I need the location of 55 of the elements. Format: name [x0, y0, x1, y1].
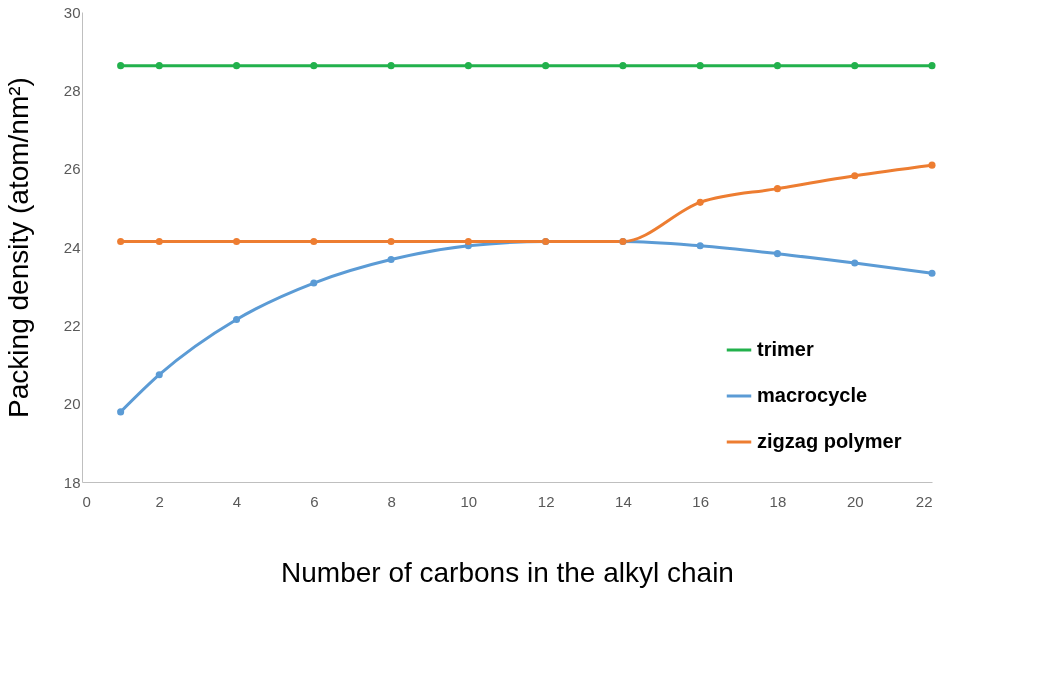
- point: [310, 62, 318, 70]
- point: [387, 237, 395, 246]
- point: [696, 198, 704, 206]
- point: [155, 237, 163, 246]
- point: [696, 242, 704, 250]
- y-tick-label: 22: [63, 316, 81, 334]
- point: [310, 237, 318, 246]
- point: [387, 256, 395, 264]
- legend-label: zigzag polymer: [757, 430, 902, 452]
- point: [233, 237, 241, 246]
- point: [233, 62, 241, 70]
- point: [310, 279, 318, 287]
- y-tick-label: 20: [63, 395, 81, 413]
- legend-label: trimer: [757, 338, 814, 360]
- point: [851, 62, 859, 70]
- x-tick-label: 0: [82, 492, 91, 510]
- point: [117, 62, 125, 70]
- point: [233, 315, 241, 323]
- point: [155, 371, 163, 379]
- x-tick-label: 8: [387, 492, 396, 510]
- point: [542, 62, 550, 70]
- point: [619, 62, 627, 70]
- point: [117, 408, 125, 416]
- point: [851, 172, 859, 180]
- point: [155, 62, 163, 70]
- point: [851, 259, 859, 267]
- y-tick-label: 28: [63, 81, 81, 99]
- x-tick-label: 12: [537, 492, 555, 510]
- x-tick-label: 6: [310, 492, 319, 510]
- point: [117, 237, 125, 246]
- point: [928, 62, 936, 70]
- x-tick-label: 20: [846, 492, 864, 510]
- x-tick-label: 22: [915, 492, 933, 510]
- point: [928, 269, 936, 277]
- point: [928, 161, 936, 169]
- point: [773, 62, 781, 70]
- y-tick-label: 30: [63, 3, 81, 21]
- x-tick-label: 4: [232, 492, 242, 510]
- point: [464, 62, 472, 70]
- y-axis-title: Packing density (atom/nm²): [2, 77, 34, 418]
- point: [696, 62, 704, 70]
- x-tick-label: 18: [769, 492, 787, 510]
- point: [773, 185, 781, 193]
- point: [464, 237, 472, 246]
- x-tick-label: 14: [615, 492, 632, 510]
- x-axis-title: Number of carbons in the alkyl chain: [281, 556, 734, 588]
- y-tick-label: 18: [63, 473, 81, 491]
- x-tick-label: 2: [155, 492, 164, 510]
- y-tick-label: 26: [63, 160, 81, 178]
- point: [773, 250, 781, 258]
- x-tick-label: 16: [692, 492, 710, 510]
- x-tick-label: 10: [460, 492, 478, 510]
- legend-label: macrocycle: [757, 384, 868, 406]
- point: [387, 62, 395, 70]
- y-tick-label: 24: [63, 238, 81, 256]
